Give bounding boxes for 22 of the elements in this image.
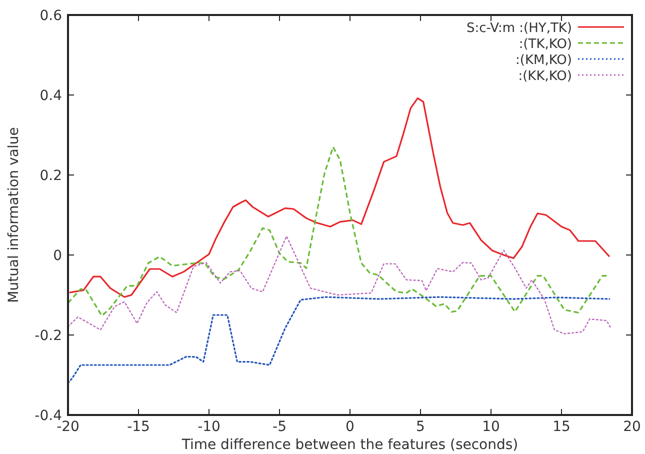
x-tick-label: -10 bbox=[198, 419, 220, 435]
x-tick-label: 20 bbox=[623, 419, 641, 435]
line-series bbox=[67, 236, 612, 334]
x-tick-label: -15 bbox=[127, 419, 150, 435]
legend-label: :(KM,KO) bbox=[516, 53, 572, 68]
x-tick-label: 0 bbox=[346, 419, 354, 435]
y-axis-title: Mutual information value bbox=[6, 127, 22, 303]
x-tick-label: 10 bbox=[482, 419, 500, 435]
y-tick-label: -0.2 bbox=[34, 328, 62, 344]
y-tick-label: 0.2 bbox=[40, 168, 62, 184]
legend-label: :(TK,KO) bbox=[518, 37, 572, 52]
legend-label: S:c-V:m :(HY,TK) bbox=[466, 21, 572, 36]
y-tick-label: 0 bbox=[53, 248, 62, 264]
y-tick-label: 0.6 bbox=[40, 8, 62, 24]
y-tick-label: 0.4 bbox=[40, 88, 62, 104]
legend-label: :(KK,KO) bbox=[518, 69, 572, 84]
line-series bbox=[67, 296, 610, 384]
x-tick-label: 15 bbox=[552, 419, 570, 435]
x-tick-label: -5 bbox=[272, 419, 286, 435]
x-axis-title: Time difference between the features (seconds) bbox=[180, 437, 518, 453]
x-tick-label: 5 bbox=[416, 419, 425, 435]
line-series bbox=[68, 97, 610, 298]
